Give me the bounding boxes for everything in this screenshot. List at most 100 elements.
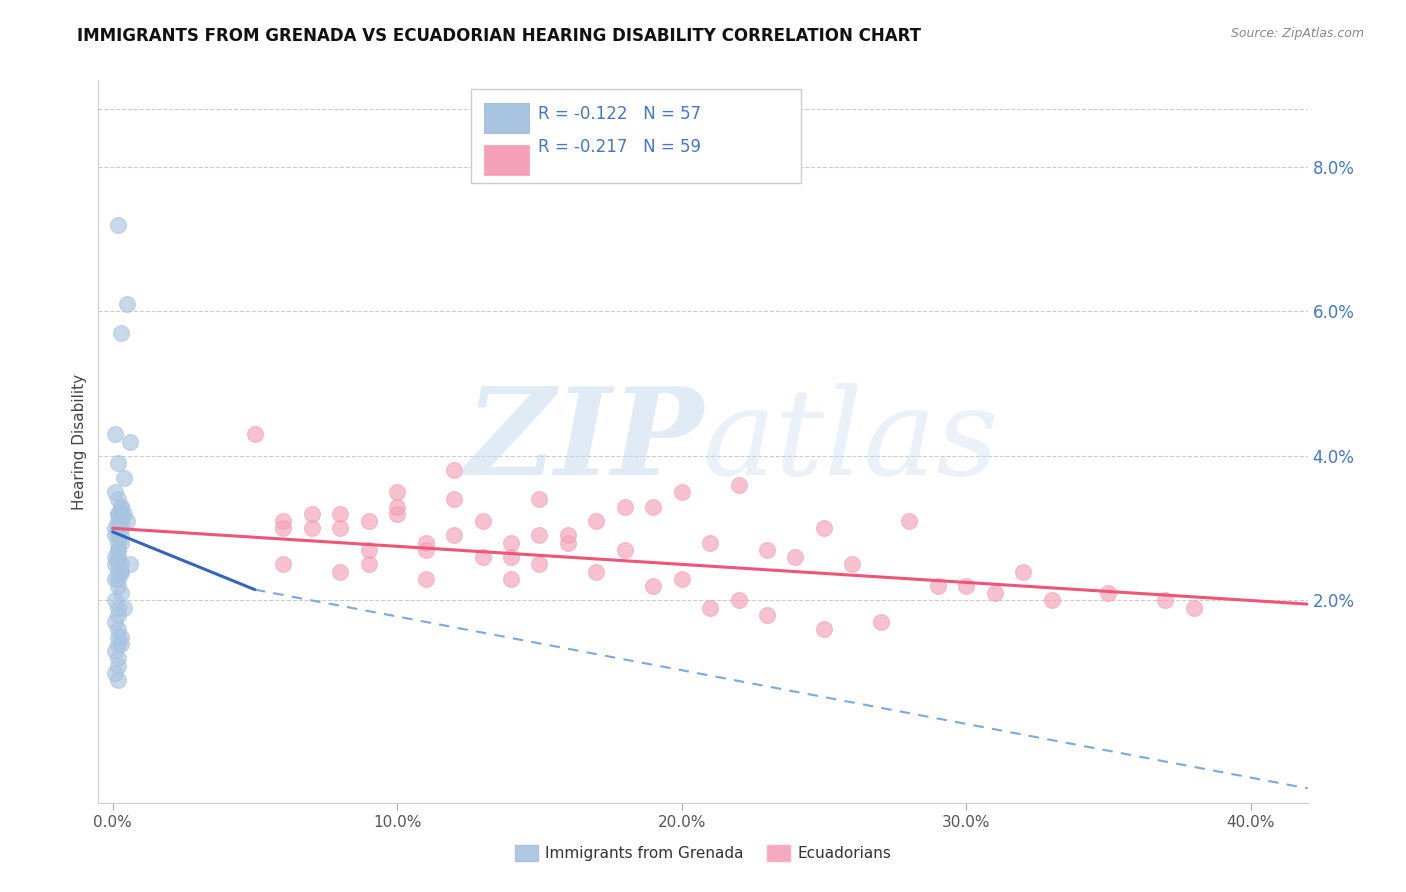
Point (107, 218, 129, 232)
Point (107, 542, 129, 557)
Text: R = -0.122   N = 57: R = -0.122 N = 57 (538, 105, 702, 123)
Point (415, 542, 437, 557)
Point (107, 456, 129, 470)
Point (107, 637, 129, 651)
Point (557, 535, 579, 549)
Point (699, 535, 721, 549)
Text: R = -0.217   N = 59: R = -0.217 N = 59 (538, 138, 702, 156)
Point (756, 607, 779, 622)
Point (107, 507, 129, 521)
Point (110, 565, 132, 579)
Point (613, 500, 636, 514)
Point (529, 528, 551, 542)
Point (756, 542, 779, 557)
Point (385, 485, 408, 500)
Point (727, 478, 749, 492)
Point (107, 600, 129, 615)
Point (110, 586, 132, 600)
Point (841, 558, 863, 572)
Point (471, 550, 494, 565)
Point (443, 528, 465, 542)
Point (115, 297, 138, 311)
Point (107, 550, 129, 565)
Point (107, 514, 129, 528)
Point (107, 673, 129, 687)
Point (107, 542, 129, 557)
Legend: Immigrants from Grenada, Ecuadorians: Immigrants from Grenada, Ecuadorians (509, 839, 897, 867)
Point (983, 586, 1005, 600)
Point (110, 507, 132, 521)
Point (107, 558, 129, 572)
Point (107, 528, 129, 542)
Point (813, 623, 835, 637)
Point (585, 565, 607, 579)
Point (107, 630, 129, 644)
Point (104, 593, 127, 607)
Point (104, 550, 127, 565)
Point (110, 630, 132, 644)
Point (643, 579, 665, 593)
Text: Source: ZipAtlas.com: Source: ZipAtlas.com (1230, 27, 1364, 40)
Point (104, 521, 127, 535)
Point (499, 572, 522, 586)
Point (107, 565, 129, 579)
Text: ZIP: ZIP (465, 383, 703, 500)
Point (118, 434, 141, 449)
Point (1040, 593, 1063, 607)
Point (110, 565, 132, 579)
Point (112, 507, 135, 521)
Point (107, 535, 129, 549)
Point (727, 593, 749, 607)
Point (107, 651, 129, 665)
Y-axis label: Hearing Disability: Hearing Disability (72, 374, 87, 509)
Point (118, 558, 141, 572)
Point (112, 471, 135, 485)
Point (471, 514, 494, 528)
Point (301, 521, 323, 535)
Point (357, 542, 380, 557)
Point (110, 637, 132, 651)
Point (699, 600, 721, 615)
Point (1154, 593, 1177, 607)
Point (415, 572, 437, 586)
Point (869, 615, 891, 630)
Point (443, 492, 465, 507)
Point (112, 600, 135, 615)
Point (104, 558, 127, 572)
Point (329, 521, 352, 535)
Point (110, 500, 132, 514)
Point (104, 427, 127, 442)
Point (671, 572, 693, 586)
Point (585, 514, 607, 528)
Point (643, 500, 665, 514)
Point (107, 521, 129, 535)
Point (357, 514, 380, 528)
Point (955, 579, 977, 593)
Point (301, 507, 323, 521)
Point (1097, 586, 1119, 600)
Point (115, 514, 138, 528)
Point (110, 514, 132, 528)
Point (104, 615, 127, 630)
Point (107, 607, 129, 622)
Point (107, 550, 129, 565)
Point (443, 463, 465, 477)
Point (813, 521, 835, 535)
Point (104, 644, 127, 658)
Point (104, 485, 127, 500)
Point (898, 514, 921, 528)
Point (415, 535, 437, 549)
Point (110, 535, 132, 549)
Point (385, 507, 408, 521)
Point (927, 579, 949, 593)
Point (104, 528, 127, 542)
Point (110, 326, 132, 340)
Point (529, 558, 551, 572)
Point (785, 550, 807, 565)
Point (110, 521, 132, 535)
Point (107, 658, 129, 673)
Point (273, 558, 295, 572)
Point (107, 492, 129, 507)
Point (110, 558, 132, 572)
Point (107, 572, 129, 586)
